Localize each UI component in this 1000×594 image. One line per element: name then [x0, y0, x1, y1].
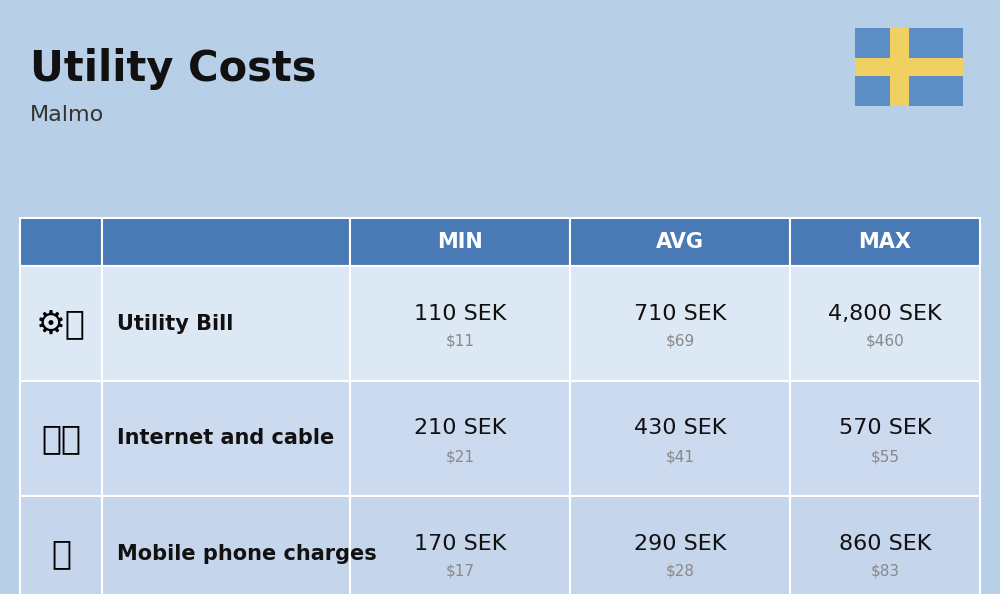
Bar	[855, 58, 963, 75]
Bar	[790, 218, 980, 266]
Text: $460: $460	[866, 334, 904, 349]
Text: $69: $69	[665, 334, 695, 349]
Text: Utility Costs: Utility Costs	[30, 48, 316, 90]
Bar	[102, 381, 350, 496]
Bar	[20, 381, 102, 496]
Bar	[102, 218, 350, 266]
Bar	[20, 266, 102, 381]
Text: 290 SEK: 290 SEK	[634, 533, 726, 554]
Bar	[790, 266, 980, 381]
Bar	[350, 496, 570, 594]
Text: MIN: MIN	[437, 232, 483, 252]
Text: Internet and cable: Internet and cable	[117, 428, 334, 448]
Bar	[570, 266, 790, 381]
Text: Mobile phone charges: Mobile phone charges	[117, 544, 377, 564]
FancyBboxPatch shape	[855, 28, 963, 106]
Text: $28: $28	[666, 564, 694, 579]
Text: $17: $17	[446, 564, 475, 579]
Bar	[102, 266, 350, 381]
Bar	[102, 496, 350, 594]
Bar	[20, 218, 102, 266]
Bar	[790, 496, 980, 594]
Text: 4,800 SEK: 4,800 SEK	[828, 304, 942, 324]
Text: $41: $41	[666, 449, 694, 464]
Text: ⚙🔌: ⚙🔌	[36, 307, 86, 340]
Text: 430 SEK: 430 SEK	[634, 419, 726, 438]
Text: 570 SEK: 570 SEK	[839, 419, 931, 438]
Text: $21: $21	[446, 449, 475, 464]
Bar	[570, 218, 790, 266]
Text: $55: $55	[870, 449, 900, 464]
Text: $83: $83	[870, 564, 900, 579]
Bar	[570, 381, 790, 496]
Text: Malmo: Malmo	[30, 105, 104, 125]
Text: 📱: 📱	[51, 537, 71, 570]
Bar	[790, 381, 980, 496]
Text: MAX: MAX	[858, 232, 912, 252]
Bar	[570, 496, 790, 594]
Text: 860 SEK: 860 SEK	[839, 533, 931, 554]
Text: 210 SEK: 210 SEK	[414, 419, 506, 438]
Text: 110 SEK: 110 SEK	[414, 304, 506, 324]
Bar	[890, 28, 909, 106]
Text: 📡🖥: 📡🖥	[41, 422, 81, 455]
Text: 710 SEK: 710 SEK	[634, 304, 726, 324]
Text: AVG: AVG	[656, 232, 704, 252]
Bar	[350, 381, 570, 496]
Text: 170 SEK: 170 SEK	[414, 533, 506, 554]
Text: Utility Bill: Utility Bill	[117, 314, 233, 333]
Bar	[20, 496, 102, 594]
Bar	[350, 266, 570, 381]
Bar	[350, 218, 570, 266]
Text: $11: $11	[446, 334, 475, 349]
